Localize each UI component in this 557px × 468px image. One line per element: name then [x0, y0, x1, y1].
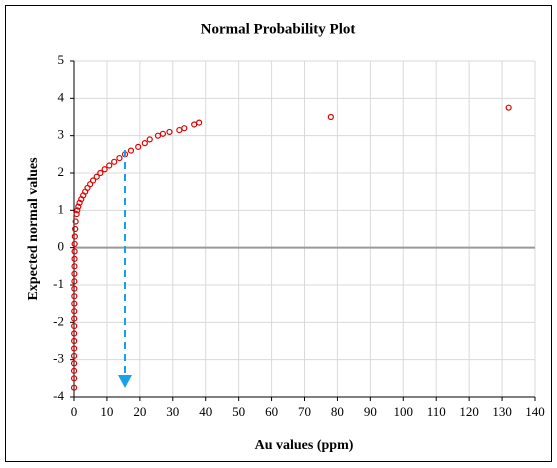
point — [70, 375, 78, 382]
x-tick-label: 90 — [364, 404, 377, 419]
point — [70, 360, 78, 367]
y-tick-label: 1 — [58, 201, 65, 216]
y-tick-label: 5 — [58, 52, 65, 67]
x-tick-label: 40 — [199, 404, 212, 419]
x-tick-label: 80 — [331, 404, 344, 419]
y-tick-label: -2 — [53, 313, 64, 328]
point — [70, 384, 78, 391]
point — [71, 330, 78, 337]
point — [74, 207, 81, 214]
point — [71, 255, 78, 262]
y-tick-label: -4 — [53, 388, 64, 403]
point — [166, 128, 173, 136]
y-tick-label: 3 — [58, 127, 65, 142]
point — [89, 177, 97, 184]
point — [72, 225, 79, 233]
point — [127, 147, 135, 154]
y-tick-label: 4 — [58, 89, 65, 104]
point — [111, 158, 118, 165]
point — [101, 166, 108, 173]
x-tick-label: 140 — [525, 404, 545, 419]
point — [196, 119, 203, 126]
y-tick-label: -3 — [53, 351, 64, 366]
x-tick-label: 110 — [427, 404, 446, 419]
point — [71, 248, 78, 255]
x-tick-label: 120 — [459, 404, 479, 419]
x-tick-label: 60 — [265, 404, 278, 419]
y-axis-label: Expected normal values — [26, 157, 41, 301]
point — [141, 140, 148, 147]
grid: 0 10 20 30 40 50 60 70 80 90 100 110 120 130 140-4-3-2… — [53, 52, 545, 419]
point — [135, 143, 142, 150]
point — [116, 154, 123, 162]
x-tick-label: 50 — [232, 404, 245, 419]
point — [71, 337, 78, 345]
point — [87, 181, 94, 188]
point — [75, 203, 82, 210]
x-axis-label: Au values (ppm) — [255, 438, 354, 453]
x-tick-label: 10 — [100, 404, 113, 419]
x-tick-label: 130 — [492, 404, 512, 419]
x-tick-label: 100 — [394, 404, 414, 419]
y-tick-label: -1 — [53, 276, 64, 291]
point — [146, 136, 153, 143]
point — [71, 240, 78, 248]
arrow-head — [118, 375, 132, 388]
point — [71, 308, 78, 315]
point — [97, 169, 104, 177]
x-tick-label: 30 — [166, 404, 179, 419]
point — [505, 104, 512, 111]
point — [106, 162, 113, 169]
y-tick-label: 0 — [58, 239, 65, 254]
y-tick-label: 2 — [58, 164, 65, 179]
point — [71, 315, 78, 322]
point — [71, 322, 78, 330]
point — [159, 130, 167, 137]
chart-title: Normal Probability Plot — [201, 21, 356, 37]
point — [71, 263, 78, 270]
x-tick-label: 20 — [133, 404, 146, 419]
x-tick-label: 0 — [71, 404, 78, 419]
point — [73, 210, 80, 218]
point — [71, 233, 78, 240]
point — [71, 278, 78, 285]
point — [72, 218, 79, 225]
point — [327, 113, 334, 121]
x-tick-label: 70 — [298, 404, 311, 419]
point — [71, 270, 78, 277]
point — [71, 293, 78, 300]
arrow-annotation — [118, 150, 132, 388]
point — [93, 173, 100, 180]
point — [70, 352, 78, 360]
chart-border — [5, 5, 552, 462]
point — [70, 367, 78, 374]
point — [71, 345, 78, 352]
marks — [70, 104, 512, 391]
point — [71, 285, 78, 292]
point — [181, 125, 188, 132]
point — [71, 300, 78, 307]
